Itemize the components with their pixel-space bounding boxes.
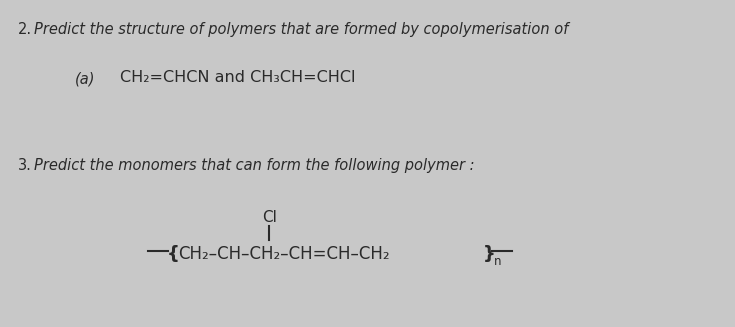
Text: CH₂–CH–CH₂–CH=CH–CH₂: CH₂–CH–CH₂–CH=CH–CH₂ [178,245,390,263]
Text: Predict the structure of polymers that are formed by copolymerisation of: Predict the structure of polymers that a… [34,22,568,37]
Text: Predict the monomers that can form the following polymer :: Predict the monomers that can form the f… [34,158,475,173]
Text: 3.: 3. [18,158,32,173]
Text: n: n [494,255,501,268]
Text: CH₂=CHCN and CH₃CH=CHCl: CH₂=CHCN and CH₃CH=CHCl [120,70,356,85]
Text: {: { [167,245,180,263]
Text: 2.: 2. [18,22,32,37]
Text: (a): (a) [75,72,96,87]
Text: Cl: Cl [262,210,277,225]
Text: }: } [483,245,495,263]
